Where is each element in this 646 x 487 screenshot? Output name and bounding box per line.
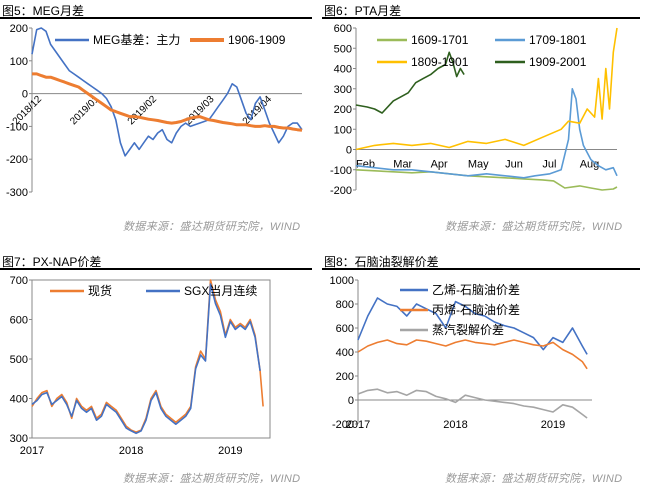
y-tick-label: 200	[336, 371, 354, 383]
source-note: 数据来源：盛达期货研究院，WIND	[123, 221, 301, 233]
series-line	[355, 169, 618, 191]
series-line	[355, 51, 465, 114]
series-line	[357, 297, 588, 355]
x-tick-label: 2019	[541, 419, 565, 431]
y-tick-label: 400	[334, 64, 352, 76]
source-note: 数据来源：盛达期货研究院，WIND	[123, 473, 301, 485]
title-rule	[0, 17, 312, 19]
chart-title: 图6：PTA月差	[324, 4, 402, 18]
legend-label: 丙烯-石脑油价差	[432, 303, 520, 317]
x-tick-label: 2017	[346, 419, 370, 431]
y-tick-label: -100	[6, 121, 28, 133]
y-tick-label: 0	[346, 145, 352, 157]
x-tick-label: May	[468, 159, 489, 171]
y-tick-label: 200	[10, 23, 28, 35]
legend-label: 现货	[88, 283, 112, 298]
series-line	[357, 388, 588, 419]
y-tick-label: 100	[334, 124, 352, 136]
legend-label: 乙烯-石脑油价差	[432, 283, 520, 297]
y-tick-label: 700	[10, 275, 28, 287]
y-tick-label: 200	[334, 104, 352, 116]
y-tick-label: -200	[6, 154, 28, 166]
y-tick-label: 600	[334, 23, 352, 35]
legend-label: 蒸汽裂解价差	[432, 322, 504, 337]
title-rule	[322, 17, 640, 19]
series-line	[357, 339, 588, 370]
series-line	[355, 27, 618, 151]
legend-label: 1906-1909	[228, 33, 286, 47]
chart-title: 图8：石脑油裂解价差	[324, 255, 439, 269]
source-note: 数据来源：盛达期货研究院，WIND	[445, 473, 623, 485]
y-tick-label: 600	[336, 323, 354, 335]
plot-frame	[31, 279, 271, 439]
x-tick-label: 2017	[20, 445, 44, 457]
y-tick-label: 800	[336, 299, 354, 311]
x-tick-label: Mar	[393, 159, 412, 171]
y-tick-label: 300	[10, 433, 28, 445]
y-tick-label: 500	[334, 43, 352, 55]
legend-label: 1809-1901	[411, 55, 469, 69]
y-tick-label: -200	[332, 419, 354, 431]
y-tick-label: 400	[10, 394, 28, 406]
title-rule	[322, 268, 640, 270]
x-tick-label: Apr	[431, 159, 448, 171]
legend-label: 1709-1801	[529, 33, 587, 47]
x-tick-label: 2018	[443, 419, 467, 431]
x-tick-label: 2019/02	[126, 94, 160, 128]
legend-label: 1909-2001	[529, 55, 587, 69]
legend-label: SGX当月连续	[184, 283, 257, 298]
y-tick-label: 400	[336, 347, 354, 359]
y-tick-label: 500	[10, 354, 28, 366]
source-note: 数据来源：盛达期货研究院，WIND	[445, 221, 623, 233]
px-nap-chart: 300 400 500 600 700 2017 2018 2019 现货 SGX当月连续	[10, 275, 271, 457]
series-line	[355, 88, 618, 179]
pta-spread-chart: -200 -100 0 100 200 300 400 500 600 Feb Mar Apr May J…	[330, 23, 618, 197]
y-tick-label: 300	[334, 84, 352, 96]
x-tick-label: 2018	[119, 445, 143, 457]
x-tick-label: Jun	[505, 159, 523, 171]
series-line	[31, 27, 303, 157]
y-tick-label: 0	[22, 89, 28, 101]
series-line	[31, 283, 261, 435]
x-tick-label: Jul	[542, 159, 556, 171]
series-line	[31, 279, 264, 433]
chart-title: 图7：PX-NAP价差	[2, 255, 102, 269]
x-tick-label: Feb	[356, 159, 375, 171]
chart-title: 图5：MEG月差	[2, 4, 85, 18]
x-tick-label: 2019	[218, 445, 242, 457]
naphtha-crack-chart: -200 0 200 400 600 800 1000 2017 2018 2019 乙烯-石脑油价…	[330, 275, 592, 431]
y-tick-label: -100	[330, 165, 352, 177]
y-tick-label: 100	[10, 56, 28, 68]
legend-label: 1609-1701	[411, 33, 469, 47]
series-line	[32, 72, 303, 132]
y-tick-label: -200	[330, 185, 352, 197]
title-rule	[0, 268, 312, 270]
legend-label: MEG基差：主力	[93, 33, 180, 47]
y-tick-label: 0	[348, 395, 354, 407]
y-tick-label: 600	[10, 315, 28, 327]
y-tick-label: -300	[6, 187, 28, 199]
y-tick-label: 1000	[330, 275, 354, 287]
